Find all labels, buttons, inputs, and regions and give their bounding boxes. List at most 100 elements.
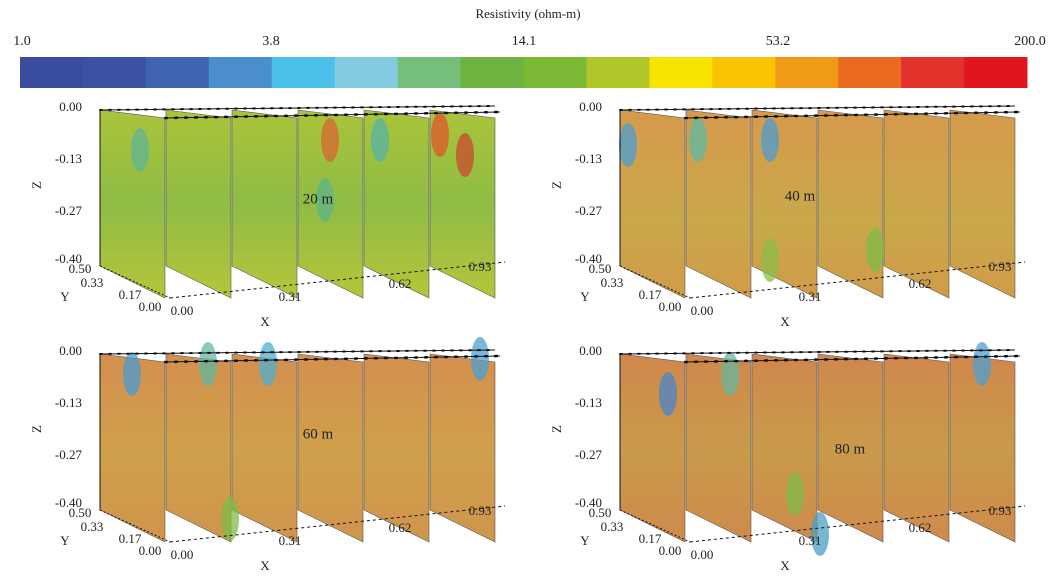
slice (949, 109, 1016, 299)
z-tick-label: 0.00 (579, 343, 602, 358)
slice (363, 353, 430, 543)
anomaly (866, 228, 884, 272)
slice (949, 353, 1016, 543)
colorbar-label: 53.2 (766, 34, 791, 49)
y-tick-label: 0.00 (139, 543, 162, 558)
anomaly (786, 472, 804, 516)
z-tick-label: -0.40 (575, 495, 602, 510)
z-axis-label: Z (549, 181, 564, 189)
colorbar-block (964, 57, 1028, 88)
ridge (619, 105, 1016, 111)
z-tick-label: -0.40 (55, 251, 82, 266)
y-tick-label: 0.33 (81, 519, 104, 534)
x-tick-label: 0.62 (389, 520, 412, 535)
ridge (99, 349, 496, 355)
z-axis-label: Z (29, 181, 44, 189)
anomaly (221, 497, 239, 541)
colorbar-block (145, 57, 210, 88)
z-tick-label: -0.40 (55, 495, 82, 510)
colorbar-block (523, 57, 587, 88)
z-axis-label: Z (29, 425, 44, 433)
z-tick-label: -0.27 (55, 203, 83, 218)
y-tick-label: 0.00 (659, 299, 682, 314)
colorbar-block (208, 57, 273, 88)
slice (883, 353, 950, 543)
x-tick-label: 0.31 (279, 533, 302, 548)
x-tick-label: 0.00 (171, 547, 194, 562)
x-tick-label: 0.93 (989, 503, 1012, 518)
anomaly (811, 512, 829, 556)
colorbar-block (20, 57, 84, 88)
x-axis-label: X (780, 558, 790, 573)
y-tick-label: 0.17 (119, 287, 142, 302)
anomaly (721, 352, 739, 396)
panel: 0.00-0.13-0.27-0.40Z0.500.330.170.00Y0.0… (29, 99, 506, 329)
y-tick-label: 0.00 (659, 543, 682, 558)
x-tick-label: 0.00 (171, 303, 194, 318)
colorbar-block (712, 57, 776, 88)
anomaly (456, 133, 474, 177)
x-tick-label: 0.93 (469, 503, 492, 518)
anomaly (973, 342, 991, 386)
y-tick-label: 0.17 (639, 287, 662, 302)
colorbar-block (649, 57, 713, 88)
x-axis-label: X (260, 314, 270, 329)
y-tick-label: 0.33 (81, 275, 104, 290)
axis (169, 505, 506, 543)
x-tick-label: 0.62 (909, 276, 932, 291)
colorbar: 1.0 3.8 14.1 53.2 200.0 (13, 34, 1046, 88)
anomaly (131, 128, 149, 172)
axis (99, 265, 171, 299)
panel: 0.00-0.13-0.27-0.40Z0.500.330.170.00Y0.0… (549, 99, 1026, 329)
z-tick-label: -0.13 (575, 395, 602, 410)
x-axis-label: X (260, 558, 270, 573)
slice (429, 109, 496, 299)
x-tick-label: 0.62 (909, 520, 932, 535)
colorbar-title: Resistivity (ohm-m) (475, 6, 580, 21)
x-tick-label: 0.31 (799, 533, 822, 548)
ridge (164, 355, 501, 363)
z-tick-label: -0.40 (575, 251, 602, 266)
colorbar-block (334, 57, 399, 88)
colorbar-label: 14.1 (512, 34, 537, 49)
ridge (619, 349, 1016, 355)
z-tick-label: -0.13 (575, 151, 602, 166)
anomaly (123, 352, 141, 396)
z-tick-label: 0.00 (59, 99, 82, 114)
z-tick-label: 0.00 (59, 343, 82, 358)
colorbar-block (82, 57, 147, 88)
slice (165, 353, 232, 543)
colorbar-label: 1.0 (13, 34, 31, 49)
anomaly (431, 113, 449, 157)
anomaly (321, 118, 339, 162)
anomaly (371, 118, 389, 162)
ridge (684, 111, 1021, 119)
panel-label: 40 m (785, 188, 816, 204)
y-tick-label: 0.00 (139, 299, 162, 314)
x-tick-label: 0.31 (799, 289, 822, 304)
anomaly (761, 118, 779, 162)
anomaly (199, 342, 217, 386)
slice (751, 353, 818, 543)
x-tick-label: 0.31 (279, 289, 302, 304)
axis (689, 505, 1026, 543)
ridge (164, 111, 501, 119)
x-axis-label: X (780, 314, 790, 329)
axis (689, 261, 1026, 299)
z-tick-label: -0.27 (55, 447, 83, 462)
panel-label: 60 m (303, 426, 334, 442)
y-tick-label: 0.33 (601, 519, 624, 534)
z-tick-label: -0.13 (55, 151, 82, 166)
axis (619, 509, 691, 543)
panel: 0.00-0.13-0.27-0.40Z0.500.330.170.00Y0.0… (29, 337, 506, 573)
anomaly (761, 238, 779, 282)
colorbar-block (271, 57, 336, 88)
slice (297, 353, 364, 543)
y-tick-label: 0.33 (601, 275, 624, 290)
axis (619, 265, 691, 299)
colorbar-block (586, 57, 650, 88)
y-tick-label: 0.50 (69, 505, 92, 520)
colorbar-block (838, 57, 902, 88)
anomaly (659, 372, 677, 416)
slice (685, 353, 752, 543)
